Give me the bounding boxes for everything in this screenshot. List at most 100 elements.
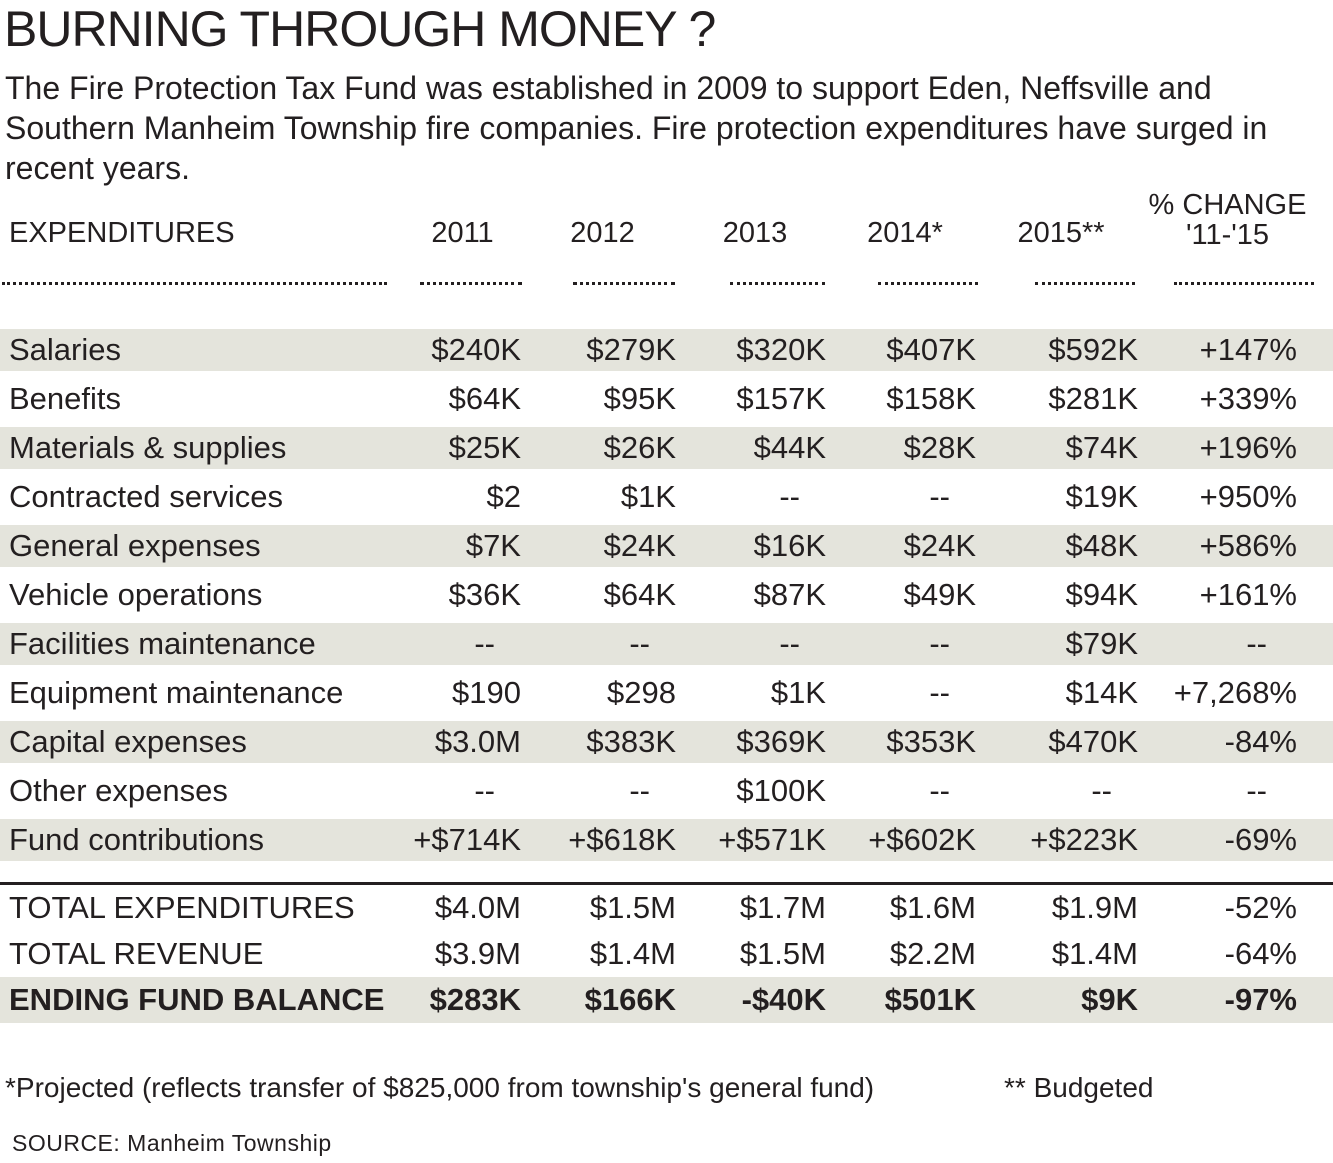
value-cell: $240K [400,322,525,378]
value-cell: $298 [525,665,680,721]
value-cell: $369K [680,714,830,770]
dotted-divider [2,281,387,291]
header-row: EXPENDITURES 2011 2012 2013 2014* 2015**… [0,190,1333,256]
value-cell: $1.6M [889,890,976,925]
value-cell: $3.9M [434,936,521,971]
divider-cell [830,864,980,885]
divider-cell [980,864,1142,885]
row-label: Contracted services [0,469,400,525]
value-cell: $157K [680,371,830,427]
value-cell: +$223K [980,812,1142,868]
dotted-divider [420,281,522,291]
value-cell: $279K [525,322,680,378]
value-cell: $25K [400,420,525,476]
value-cell: $24K [830,518,980,574]
table-row: Facilities maintenance -- -- -- -- $79K -- [0,616,1333,672]
column-header: 2012 [570,217,635,249]
row-label: Facilities maintenance [0,616,400,672]
value-cell: +$714K [400,812,525,868]
percent-change-cell: -64% [1224,936,1297,971]
value-cell: $3.0M [400,714,525,770]
table-row: Equipment maintenance $190 $298 $1K -- $14K +7… [0,665,1333,721]
value-cell: $383K [525,714,680,770]
column-header: 2015** [1017,217,1105,249]
source-credit: SOURCE: Manheim Township [12,1130,332,1156]
value-cell: $19K [980,469,1142,525]
value-cell: $94K [980,567,1142,623]
value-cell: $44K [680,420,830,476]
table-row: Contracted services $2 $1K -- -- $19K +950% [0,469,1333,525]
row-label: General expenses [0,518,400,574]
percent-change-cell: +950% [1142,469,1333,525]
divider-cell [1142,864,1333,885]
row-label: ENDING FUND BALANCE [0,977,400,1023]
value-cell: $166K [525,977,680,1023]
percent-change-cell: -69% [1142,812,1333,868]
value-cell: $501K [830,977,980,1023]
value-cell: -- [525,616,680,672]
table-row: Vehicle operations $36K $64K $87K $49K $94K +1… [0,567,1333,623]
value-cell: $1.9M [1051,890,1138,925]
column-header: 2014* [867,217,943,249]
value-cell: $2.2M [889,936,976,971]
chart-subtitle: The Fire Protection Tax Fund was establi… [5,70,1268,186]
percent-change-cell: +196% [1142,420,1333,476]
totals-divider [0,864,1333,885]
value-cell: -- [830,665,980,721]
value-cell: $470K [980,714,1142,770]
value-cell: $281K [980,371,1142,427]
value-cell: +$571K [680,812,830,868]
value-cell: -- [400,616,525,672]
value-cell: $36K [400,567,525,623]
percent-change-cell: +586% [1142,518,1333,574]
value-cell: $592K [980,322,1142,378]
value-cell: $79K [980,616,1142,672]
column-header: 2011 [431,217,494,249]
table-row: Salaries $240K $279K $320K $407K $592K +147% [0,322,1333,378]
value-cell: $1.5M [739,936,826,971]
expenditures-table: EXPENDITURES 2011 2012 2013 2014* 2015**… [0,190,1333,1023]
table-row: TOTAL REVENUE $3.9M $1.4M $1.5M $2.2M $1.4M -6… [0,931,1333,977]
row-label: Other expenses [0,763,400,819]
row-label: Fund contributions [0,812,400,868]
percent-change-cell: -52% [1224,890,1297,925]
column-header: EXPENDITURES [9,217,235,249]
table-row: Other expenses -- -- $100K -- -- -- [0,763,1333,819]
value-cell: -$40K [680,977,830,1023]
value-cell: +$618K [525,812,680,868]
value-cell: -- [525,763,680,819]
table-row: General expenses $7K $24K $16K $24K $48K +586% [0,518,1333,574]
row-label: TOTAL EXPENDITURES [9,890,355,925]
dotted-divider [878,281,978,291]
chart-title: BURNING THROUGH MONEY ? [4,1,716,57]
value-cell: $7K [400,518,525,574]
divider-cell [525,864,680,885]
percent-change-cell: -97% [1142,977,1333,1023]
value-cell: $1K [525,469,680,525]
value-cell: -- [980,763,1142,819]
table-row: TOTAL EXPENDITURES $4.0M $1.5M $1.7M $1.6M $1… [0,884,1333,932]
value-cell: $95K [525,371,680,427]
row-label: Vehicle operations [0,567,400,623]
dotted-divider [1035,281,1135,291]
divider-cell [0,864,400,885]
dotted-divider [730,281,825,291]
value-cell: $407K [830,322,980,378]
percent-change-cell: +147% [1142,322,1333,378]
value-cell: $16K [680,518,830,574]
value-cell: $48K [980,518,1142,574]
value-cell: $64K [525,567,680,623]
value-cell: $64K [400,371,525,427]
value-cell: $1.7M [739,890,826,925]
value-cell: $1K [680,665,830,721]
row-label: Benefits [0,371,400,427]
row-label: Materials & supplies [0,420,400,476]
table-row: Benefits $64K $95K $157K $158K $281K +339% [0,371,1333,427]
percent-change-cell: -- [1142,763,1333,819]
value-cell: +$602K [830,812,980,868]
value-cell: $158K [830,371,980,427]
value-cell: $14K [980,665,1142,721]
value-cell: $74K [980,420,1142,476]
value-cell: -- [680,469,830,525]
value-cell: -- [680,616,830,672]
